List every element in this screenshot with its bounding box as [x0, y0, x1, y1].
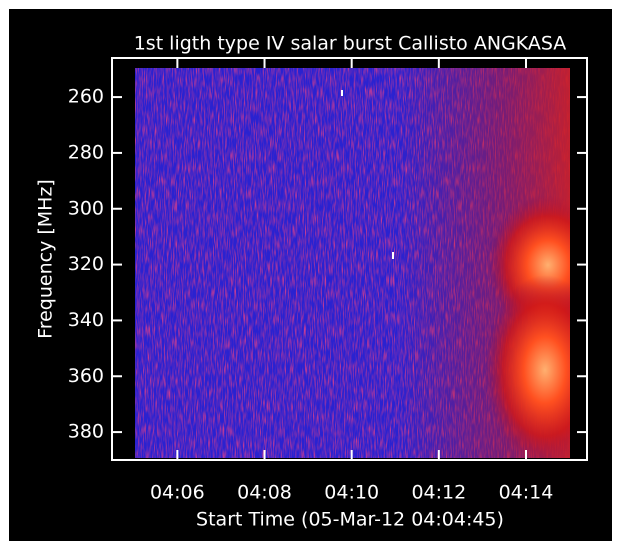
y-tick-label: 380 — [68, 421, 104, 443]
y-tick-label: 300 — [68, 197, 104, 219]
x-axis-label: Start Time (05-Mar-12 04:04:45) — [196, 509, 504, 531]
x-tick-label: 04:14 — [499, 482, 554, 504]
x-tick-label: 04:12 — [411, 482, 466, 504]
y-axis-label: Frequency [MHz] — [35, 179, 57, 339]
y-tick-label: 280 — [68, 141, 104, 163]
y-tick-label: 360 — [68, 365, 104, 387]
x-tick-label: 04:06 — [150, 482, 205, 504]
plot-frame — [111, 57, 588, 461]
x-tick-label: 04:10 — [324, 482, 379, 504]
spectrogram — [135, 68, 570, 458]
y-tick-label: 340 — [68, 309, 104, 331]
y-tick-label: 260 — [68, 86, 104, 108]
y-tick-label: 320 — [68, 253, 104, 275]
x-tick-label: 04:08 — [237, 482, 292, 504]
chart-title: 1st ligth type IV salar burst Callisto A… — [134, 33, 567, 55]
